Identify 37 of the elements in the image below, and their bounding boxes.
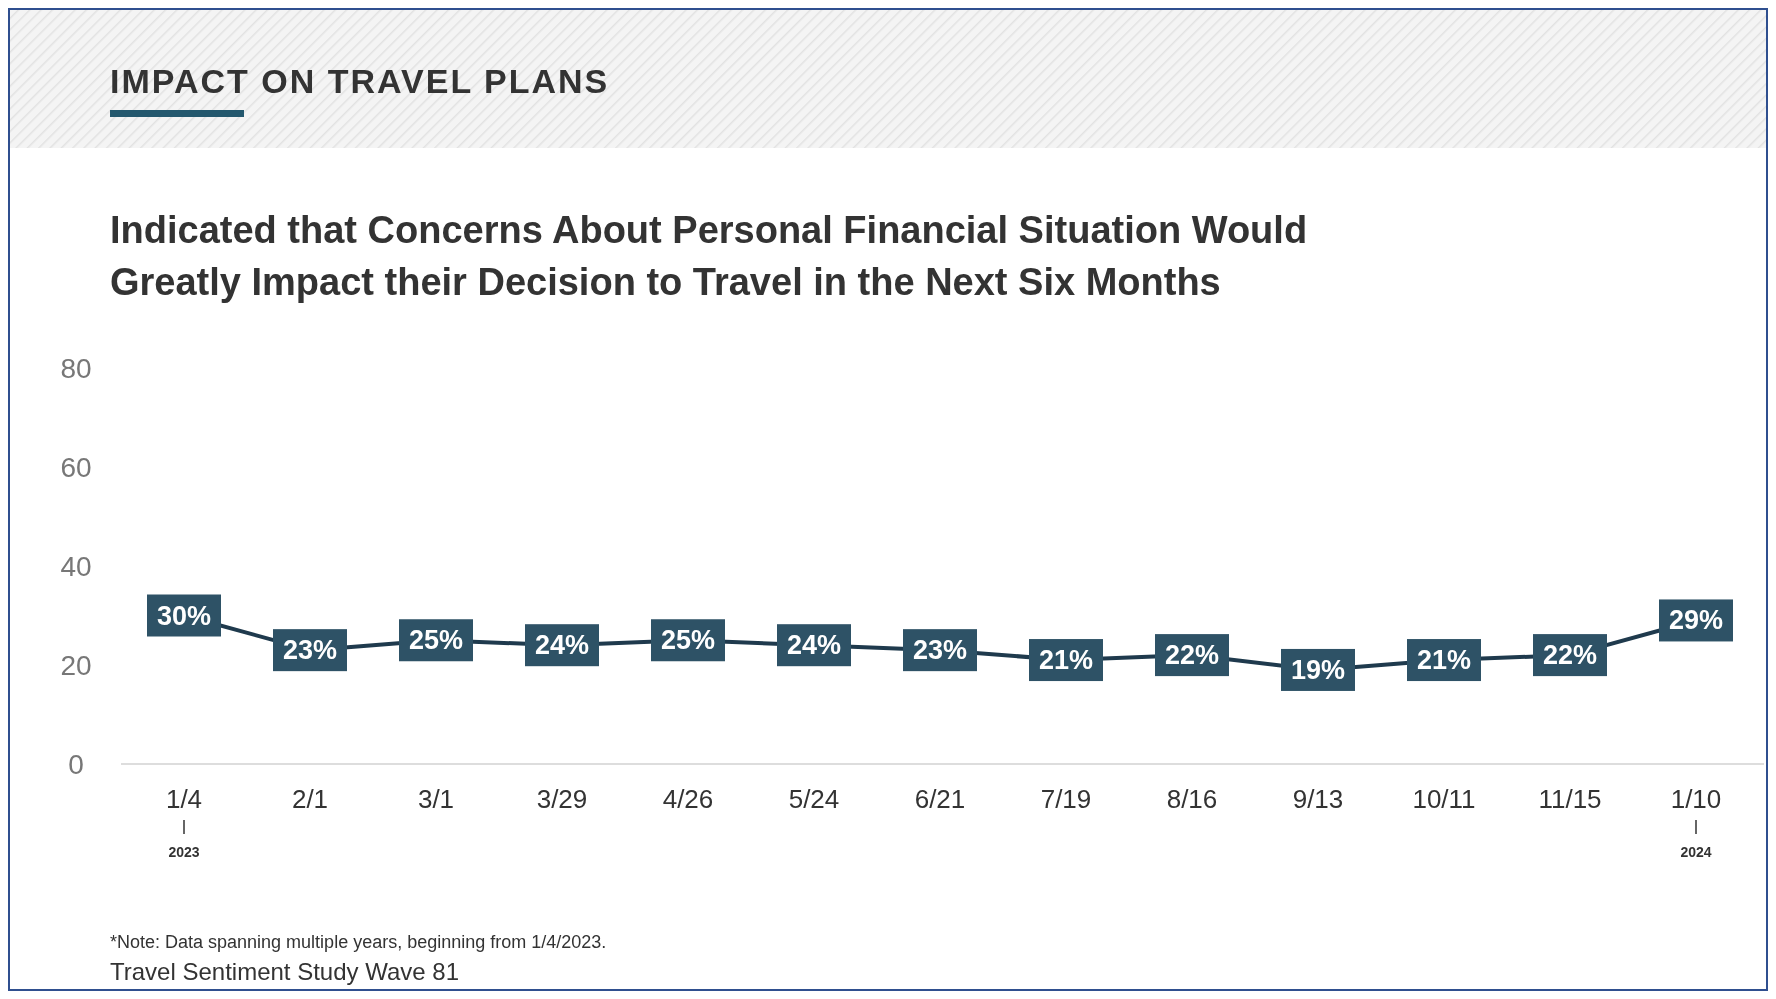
text: *Note: Data spanning multiple years, beginning from 1/4/2023. — [110, 932, 607, 952]
y-tick-label: 60 — [60, 452, 92, 483]
x-tick-label: 9/13 — [1292, 784, 1344, 814]
annotation: 2023 — [168, 844, 200, 860]
y-tick-label: 80 — [60, 353, 92, 384]
x-tick-label: 7/19 — [1040, 784, 1092, 814]
x-tick-label: 4/26 — [662, 784, 714, 814]
y-tick-label: 0 — [68, 749, 84, 780]
data-label: 24% — [534, 630, 590, 661]
x-tick-label: 6/21 — [914, 784, 966, 814]
chart-title: IMPACT ON TRAVEL PLANS — [110, 62, 610, 100]
data-label: 21% — [1416, 645, 1472, 676]
data-label: 30% — [156, 600, 212, 631]
y-tick-label: 40 — [60, 551, 92, 582]
x-tick-label: 1/10 — [1670, 784, 1722, 814]
data-label: 25% — [408, 625, 464, 656]
x-tick-label: 11/15 — [1538, 784, 1602, 814]
data-label: 22% — [1542, 640, 1598, 671]
x-tick-label: 1/4 — [165, 784, 203, 814]
x-tick-label: 3/29 — [536, 784, 588, 814]
data-label: 24% — [786, 630, 842, 661]
x-tick-label: 8/16 — [1166, 784, 1218, 814]
data-label: 21% — [1038, 645, 1094, 676]
data-label: 23% — [282, 635, 338, 666]
x-tick-label: 5/24 — [788, 784, 840, 814]
data-label: 29% — [1668, 605, 1724, 636]
x-tick-label: 2/1 — [291, 784, 329, 814]
x-tick-label: 10/11 — [1412, 784, 1476, 814]
data-label: 23% — [912, 635, 968, 666]
data-label: 19% — [1290, 654, 1346, 685]
data-label: 22% — [1164, 640, 1220, 671]
data-label: 25% — [660, 625, 716, 656]
annotation: 2024 — [1680, 844, 1712, 860]
y-tick-label: 20 — [60, 650, 92, 681]
text: Travel Sentiment Study Wave 81 — [110, 958, 460, 985]
chart-subtitle: Indicated that Concerns About Personal Financial Situation Would Greatly Impact their Decision to Travel in the Next Six Months — [110, 209, 1308, 303]
x-tick-label: 3/1 — [417, 784, 455, 814]
